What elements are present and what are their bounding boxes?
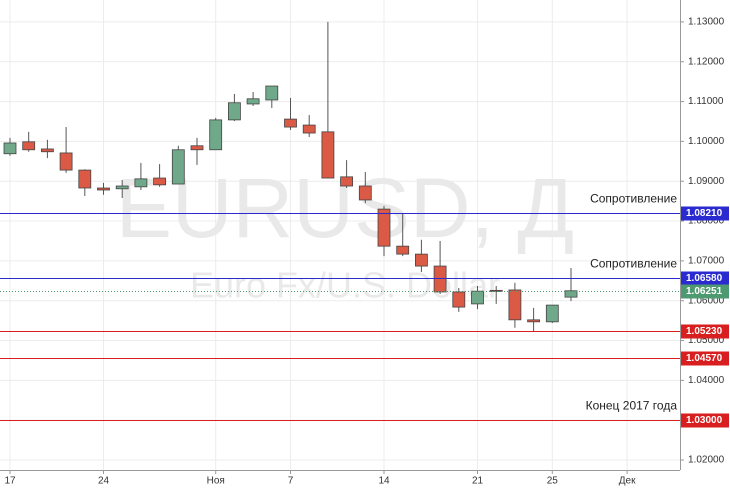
candle-body (22, 141, 36, 151)
candle-body (545, 304, 559, 323)
level-note: Сопротивление (590, 257, 677, 271)
candle-body (340, 176, 354, 187)
candle-body (452, 291, 466, 308)
candle-body (377, 208, 391, 247)
candle-body (284, 118, 297, 128)
y-tick-label: 1.02000 (688, 455, 725, 466)
watermark-description: Euro Fx/U.S. Dollar (190, 265, 500, 306)
candle-body (227, 102, 241, 121)
level-label: 1.05230 (686, 326, 723, 337)
candle-body (471, 290, 484, 305)
level-note: Конец 2017 года (586, 399, 678, 413)
y-tick-label: 1.11000 (688, 96, 724, 107)
x-tick-label: 24 (98, 476, 110, 487)
candle-body (433, 265, 447, 293)
candle-body (59, 152, 73, 171)
candle-body (489, 289, 503, 292)
level-label-box (681, 413, 729, 428)
candle-body (78, 169, 92, 189)
x-tick-label: Дек (619, 476, 636, 487)
y-tick-label: 1.04000 (688, 375, 725, 386)
candle-body (396, 245, 410, 255)
candle-body (265, 85, 279, 101)
y-tick-label: 1.07000 (688, 256, 725, 267)
candle-body (508, 289, 522, 321)
x-tick-label: 7 (288, 476, 294, 487)
x-tick-label: 14 (378, 476, 390, 487)
candle-body (414, 253, 428, 267)
y-tick-label: 1.10000 (688, 136, 725, 147)
candle-body (134, 178, 148, 188)
level-label-box (681, 284, 729, 299)
candle-body (153, 177, 167, 186)
y-tick-label: 1.12000 (688, 56, 725, 67)
candle-body (209, 119, 223, 151)
plot (3, 21, 578, 331)
candle-body (41, 148, 54, 153)
level-note: Сопротивление (590, 192, 677, 206)
level-label-box (681, 206, 729, 221)
candle-body (321, 131, 335, 179)
y-tick-label: 1.08000 (688, 216, 725, 227)
level-label: 1.04570 (686, 353, 723, 364)
candle-body (358, 185, 372, 201)
x-tick-label: 17 (4, 476, 16, 487)
y-tick-label: 1.13000 (688, 17, 725, 28)
x-tick-label: 25 (547, 476, 559, 487)
x-tick-label: 21 (472, 476, 484, 487)
y-tick-label: 1.06000 (688, 295, 725, 306)
level-label: 1.06251 (686, 286, 723, 297)
candle-body (97, 187, 110, 191)
candle-body (302, 124, 316, 134)
candle-body (246, 98, 260, 105)
candle-body (3, 142, 17, 155)
level-label-box (681, 351, 729, 366)
level-label-box (681, 271, 729, 286)
level-label: 1.08210 (686, 208, 723, 219)
level-label-box (681, 324, 729, 339)
grid (0, 0, 680, 470)
candle-body (190, 145, 204, 151)
y-tick-label: 1.05000 (688, 335, 725, 346)
level-label: 1.03000 (686, 415, 723, 426)
level-label: 1.06580 (686, 273, 723, 284)
candle-body (564, 290, 578, 298)
candle-body (527, 319, 540, 323)
candle-body (115, 185, 129, 190)
x-tick-label: Ноя (207, 476, 225, 487)
candle-body (171, 149, 185, 185)
y-tick-label: 1.09000 (688, 176, 725, 187)
